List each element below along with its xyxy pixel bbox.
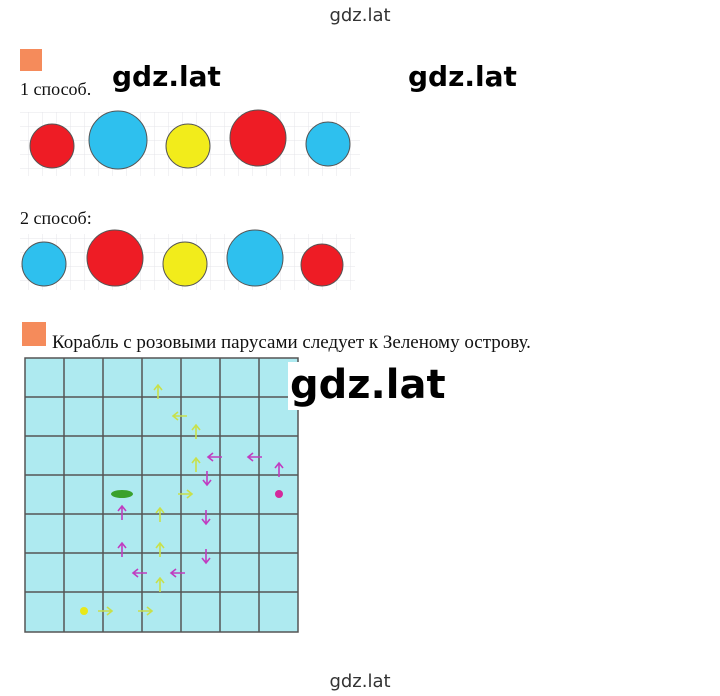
arrow bbox=[153, 383, 163, 399]
circle bbox=[300, 243, 344, 287]
arrow bbox=[191, 456, 201, 472]
watermark-bg bbox=[120, 56, 230, 94]
circle bbox=[21, 241, 67, 287]
circle bbox=[226, 229, 284, 287]
arrow bbox=[155, 541, 165, 557]
method-label: 1 способ. bbox=[20, 79, 91, 99]
ship bbox=[275, 490, 283, 498]
arrow bbox=[138, 606, 154, 616]
circle-row bbox=[21, 229, 344, 287]
start-point bbox=[80, 607, 88, 615]
arrow bbox=[131, 568, 147, 578]
arrow bbox=[206, 452, 222, 462]
footer-watermark: gdz.lat bbox=[329, 671, 390, 692]
task-marker bbox=[22, 322, 46, 346]
circle bbox=[162, 241, 208, 287]
arrow bbox=[201, 510, 211, 526]
watermark-bg bbox=[405, 56, 525, 94]
grid-frame bbox=[24, 357, 299, 633]
watermark: gdz.lat bbox=[408, 60, 517, 93]
watermark-bg bbox=[288, 362, 458, 410]
arrow bbox=[274, 461, 284, 477]
method-label: 2 способ: bbox=[20, 208, 92, 228]
circle bbox=[29, 123, 75, 169]
task-text: Корабль с розовыми парусами следует к Зе… bbox=[52, 332, 531, 353]
header-watermark: gdz.lat bbox=[329, 5, 390, 26]
watermark: gdz.lat bbox=[112, 60, 221, 93]
arrow bbox=[178, 489, 194, 499]
arrow bbox=[171, 411, 187, 421]
circle bbox=[86, 229, 144, 287]
arrow bbox=[117, 541, 127, 557]
arrow bbox=[155, 576, 165, 592]
arrow bbox=[155, 506, 165, 522]
circle-row bbox=[29, 109, 351, 170]
arrow bbox=[98, 606, 114, 616]
map-grid bbox=[24, 357, 299, 633]
arrow bbox=[201, 549, 211, 565]
arrow bbox=[202, 471, 212, 487]
arrow bbox=[117, 504, 127, 520]
circle bbox=[229, 109, 287, 167]
circle bbox=[305, 121, 351, 167]
arrow bbox=[246, 452, 262, 462]
task-marker bbox=[20, 49, 42, 71]
watermark: gdz.lat bbox=[290, 362, 446, 408]
circle bbox=[165, 123, 211, 169]
island bbox=[111, 490, 133, 498]
arrow bbox=[169, 568, 185, 578]
circle bbox=[88, 110, 148, 170]
arrow bbox=[191, 423, 201, 439]
